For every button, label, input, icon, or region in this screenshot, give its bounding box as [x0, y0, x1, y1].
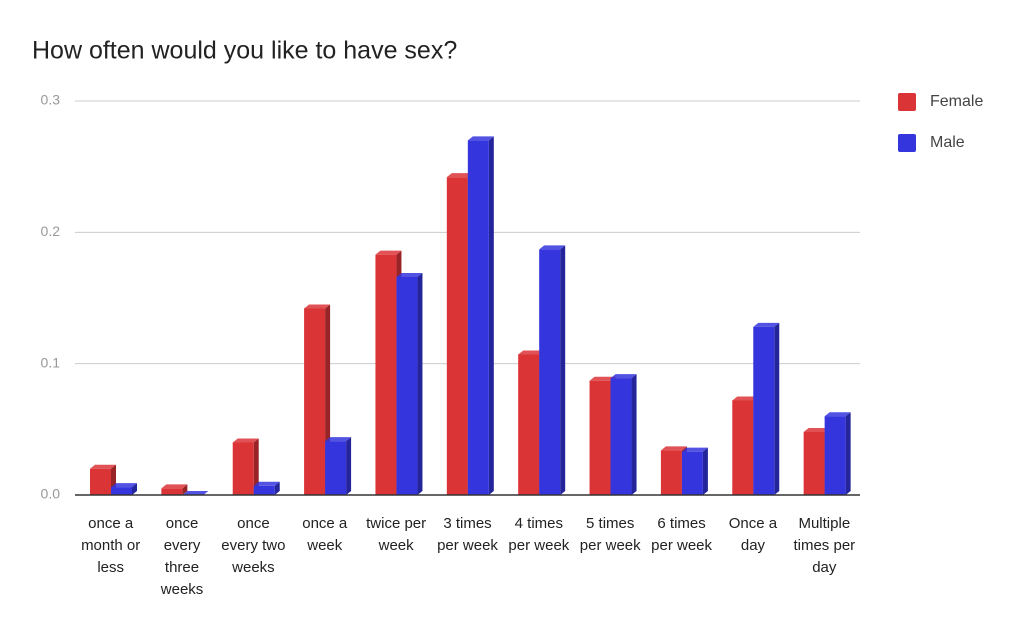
x-tick-label: 5 times per week	[579, 515, 641, 554]
x-tick-label: Multiple times per day	[793, 515, 856, 576]
legend-swatch	[898, 134, 916, 152]
bar-top	[467, 136, 494, 141]
bar-side	[845, 412, 851, 495]
bar-top	[589, 376, 616, 381]
bar	[610, 378, 632, 495]
legend-label: Female	[930, 93, 983, 110]
x-tick-label: once every two weeks	[221, 515, 286, 576]
bar-top	[824, 412, 851, 417]
bar-top	[396, 272, 423, 277]
legend-label: Male	[930, 134, 965, 151]
x-tick-label: 3 times per week	[437, 515, 498, 554]
bar-side	[346, 437, 352, 495]
bar-top	[732, 396, 759, 401]
bar	[539, 249, 561, 495]
bar-top	[304, 304, 331, 309]
bar	[304, 308, 326, 495]
legend-swatch	[898, 93, 916, 111]
y-tick-label: 0.1	[41, 354, 61, 370]
bar-top	[253, 481, 280, 486]
y-tick-label: 0.3	[41, 92, 61, 108]
x-tick-label: once a week	[302, 515, 348, 554]
bar	[396, 276, 418, 495]
bar-top	[681, 447, 708, 452]
bar-side	[132, 483, 137, 495]
bar-top	[660, 446, 687, 451]
bar-top	[375, 250, 402, 255]
bar-side	[253, 438, 259, 495]
x-tick-label: once a month or less	[81, 515, 141, 576]
bar-side	[631, 374, 637, 495]
bar	[518, 354, 540, 495]
bar	[589, 380, 611, 495]
x-tick-label: once every three weeks	[160, 515, 204, 598]
bar	[375, 254, 397, 495]
bar-top	[518, 350, 545, 355]
bar	[660, 450, 682, 495]
bar-side	[488, 136, 494, 495]
bar	[753, 326, 775, 495]
bar-top	[182, 491, 209, 495]
bar-side	[774, 322, 780, 495]
bar	[803, 431, 825, 495]
bar-side	[417, 272, 423, 495]
x-tick-label: 4 times per week	[508, 515, 570, 554]
bar-side	[560, 245, 566, 495]
bar	[232, 442, 254, 495]
bar	[681, 451, 703, 495]
bar	[446, 177, 468, 495]
bar-top	[325, 437, 352, 442]
bar-top	[111, 483, 137, 488]
bar-top	[610, 374, 637, 379]
x-tick-label: Once a day	[728, 515, 778, 554]
bar-top	[803, 427, 830, 432]
bar	[325, 441, 347, 495]
y-tick-label: 0.0	[41, 486, 61, 502]
bar	[732, 400, 754, 495]
bar-top	[90, 464, 116, 469]
x-tick-label: 6 times per week	[651, 515, 713, 554]
bar-top	[539, 245, 566, 250]
bar-top	[161, 484, 188, 489]
bar	[90, 468, 111, 495]
bar-side	[182, 484, 188, 495]
bar	[824, 416, 846, 495]
bar	[253, 485, 275, 495]
bar-top	[446, 173, 473, 178]
x-tick-label: twice per week	[366, 515, 427, 554]
bar-top	[753, 322, 780, 327]
chart-title: How often would you like to have sex?	[32, 37, 457, 65]
bar	[161, 488, 183, 495]
bar-side	[702, 447, 708, 495]
y-tick-label: 0.2	[41, 223, 61, 239]
bar	[111, 487, 132, 495]
bar	[467, 140, 489, 495]
bar-side	[274, 481, 280, 495]
bar-top	[232, 438, 259, 443]
